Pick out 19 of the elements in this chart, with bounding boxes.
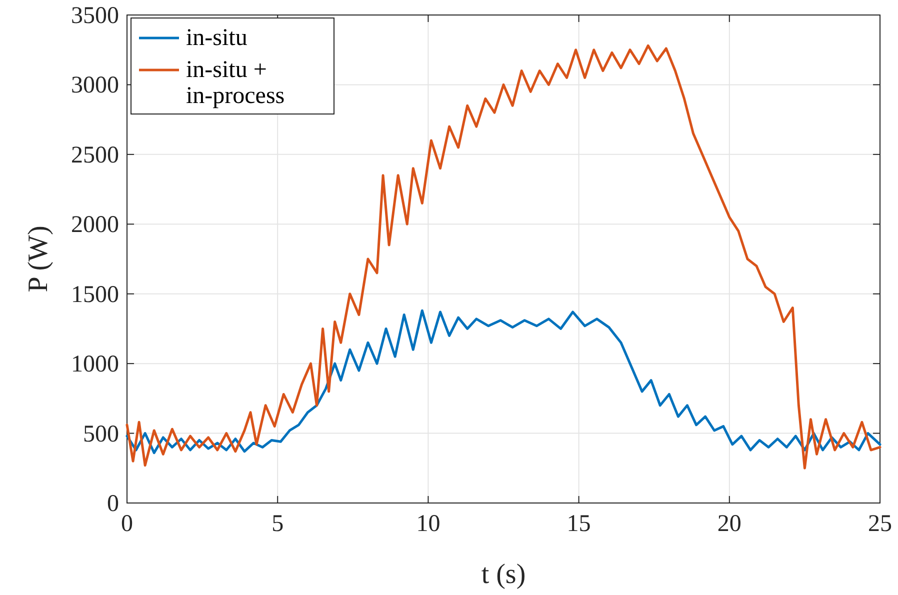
y-tick-label: 0 <box>107 491 119 517</box>
y-tick-label: 1500 <box>71 282 119 308</box>
x-tick-label: 5 <box>272 511 284 537</box>
y-axis-title: P (W) <box>23 226 54 292</box>
x-tick-label: 25 <box>868 511 892 537</box>
y-tick-label: 1000 <box>71 352 119 378</box>
y-tick-label: 3000 <box>71 72 119 99</box>
y-tick-label: 500 <box>83 421 119 448</box>
x-tick-label: 10 <box>416 511 440 537</box>
legend-label: in-situ <box>186 25 248 51</box>
legend-label: in-situ + in-process <box>186 57 285 109</box>
y-tick-label: 2500 <box>71 142 119 168</box>
x-tick-label: 15 <box>566 511 591 537</box>
line-series <box>126 309 882 454</box>
line-series <box>126 44 882 470</box>
y-tick-label: 3500 <box>71 3 119 29</box>
x-axis-title: t (s) <box>481 559 526 590</box>
y-tick-label: 2000 <box>71 212 119 238</box>
x-tick-label: 20 <box>717 511 742 537</box>
